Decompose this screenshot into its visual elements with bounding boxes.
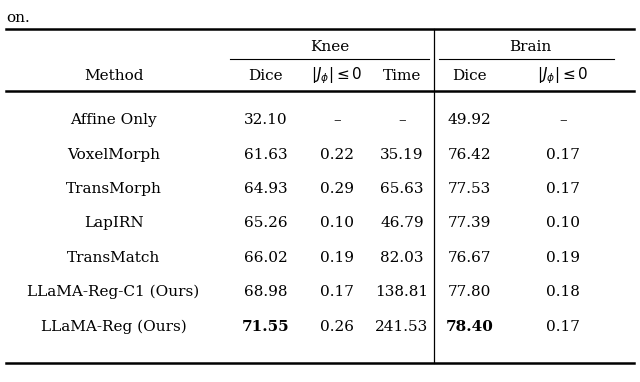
Text: 77.39: 77.39	[448, 217, 492, 230]
Text: 0.17: 0.17	[320, 285, 354, 299]
Text: 0.29: 0.29	[320, 182, 354, 196]
Text: 77.80: 77.80	[448, 285, 492, 299]
Text: 82.03: 82.03	[380, 251, 424, 265]
Text: 77.53: 77.53	[448, 182, 492, 196]
Text: TransMatch: TransMatch	[67, 251, 160, 265]
Text: 0.17: 0.17	[547, 320, 580, 333]
Text: 76.67: 76.67	[448, 251, 492, 265]
Text: on.: on.	[6, 11, 30, 26]
Text: $|J_{\phi}|\leq 0$: $|J_{\phi}|\leq 0$	[538, 65, 589, 86]
Text: 0.17: 0.17	[547, 148, 580, 162]
Text: $|J_{\phi}|\leq 0$: $|J_{\phi}|\leq 0$	[311, 65, 363, 86]
Text: Dice: Dice	[452, 69, 487, 83]
Text: 61.63: 61.63	[244, 148, 287, 162]
Text: Dice: Dice	[248, 69, 283, 83]
Text: 49.92: 49.92	[448, 113, 492, 127]
Text: Knee: Knee	[310, 40, 349, 53]
Text: LapIRN: LapIRN	[84, 217, 143, 230]
Text: 76.42: 76.42	[448, 148, 492, 162]
Text: 71.55: 71.55	[242, 320, 289, 333]
Text: –: –	[398, 113, 406, 127]
Text: 0.10: 0.10	[320, 217, 354, 230]
Text: 64.93: 64.93	[244, 182, 287, 196]
Text: –: –	[333, 113, 340, 127]
Text: 78.40: 78.40	[446, 320, 493, 333]
Text: 35.19: 35.19	[380, 148, 424, 162]
Text: 46.79: 46.79	[380, 217, 424, 230]
Text: 138.81: 138.81	[375, 285, 429, 299]
Text: VoxelMorph: VoxelMorph	[67, 148, 160, 162]
Text: 0.18: 0.18	[547, 285, 580, 299]
Text: Method: Method	[84, 69, 143, 83]
Text: TransMorph: TransMorph	[66, 182, 161, 196]
Text: 65.26: 65.26	[244, 217, 287, 230]
Text: –: –	[559, 113, 567, 127]
Text: 65.63: 65.63	[380, 182, 424, 196]
Text: 68.98: 68.98	[244, 285, 287, 299]
Text: 0.10: 0.10	[546, 217, 580, 230]
Text: 0.22: 0.22	[320, 148, 354, 162]
Text: 0.19: 0.19	[320, 251, 354, 265]
Text: 66.02: 66.02	[244, 251, 287, 265]
Text: 0.19: 0.19	[546, 251, 580, 265]
Text: 0.17: 0.17	[547, 182, 580, 196]
Text: LLaMA-Reg (Ours): LLaMA-Reg (Ours)	[41, 319, 186, 334]
Text: LLaMA-Reg-C1 (Ours): LLaMA-Reg-C1 (Ours)	[28, 285, 200, 299]
Text: Affine Only: Affine Only	[70, 113, 157, 127]
Text: 32.10: 32.10	[244, 113, 287, 127]
Text: Brain: Brain	[509, 40, 551, 53]
Text: 241.53: 241.53	[375, 320, 429, 333]
Text: Time: Time	[383, 69, 421, 83]
Text: 0.26: 0.26	[320, 320, 354, 333]
